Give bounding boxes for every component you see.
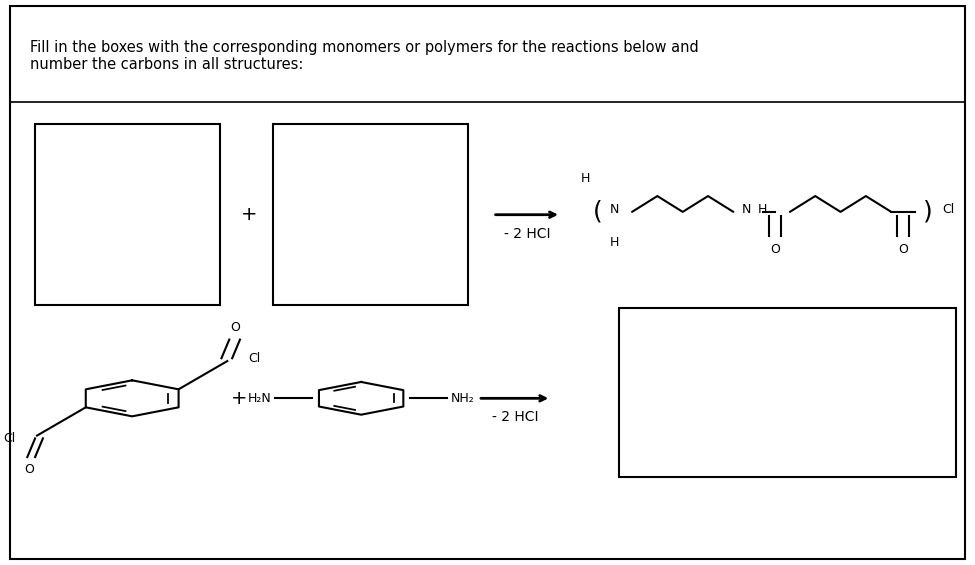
Text: N: N: [741, 202, 751, 216]
Text: - 2 HCI: - 2 HCI: [491, 410, 538, 424]
Text: O: O: [898, 243, 908, 256]
Bar: [273, 124, 468, 305]
Bar: [35, 124, 220, 305]
Text: H: H: [580, 172, 590, 185]
Text: H: H: [758, 202, 767, 216]
Text: Cl: Cl: [942, 202, 955, 216]
Text: Fill in the boxes with the corresponding monomers or polymers for the reactions : Fill in the boxes with the corresponding…: [30, 40, 699, 72]
Text: Cl: Cl: [3, 432, 16, 445]
Text: O: O: [770, 243, 780, 256]
Text: ): ): [923, 200, 933, 224]
Text: - 2 HCI: - 2 HCI: [503, 228, 550, 241]
Text: O: O: [24, 463, 34, 476]
Text: NH₂: NH₂: [450, 392, 475, 405]
Text: N: N: [609, 202, 619, 216]
Bar: [619, 308, 956, 477]
Text: H: H: [609, 236, 619, 249]
Text: +: +: [231, 389, 248, 408]
Text: Cl: Cl: [249, 352, 261, 365]
Text: O: O: [230, 321, 240, 334]
Text: H₂N: H₂N: [248, 392, 271, 405]
Text: +: +: [241, 205, 257, 224]
Text: (: (: [593, 200, 603, 224]
